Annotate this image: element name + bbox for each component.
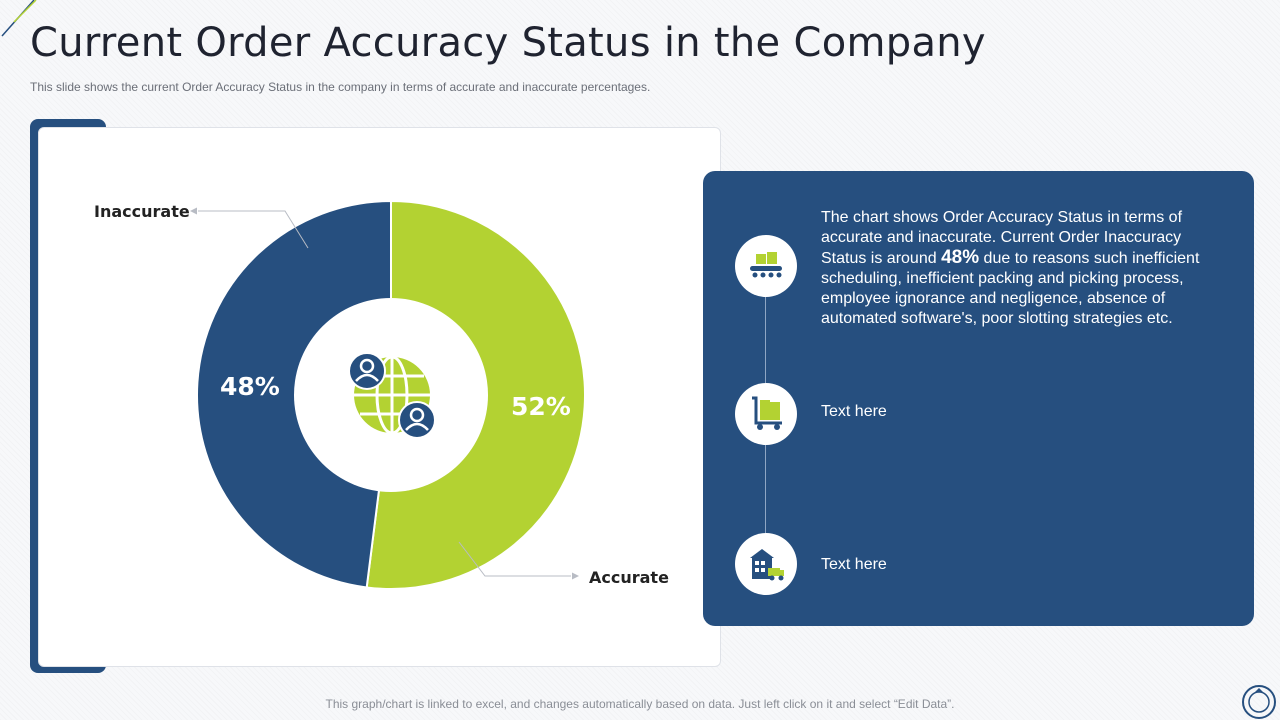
warehouse-truck-icon: [735, 533, 797, 595]
accurate-leader-line: [458, 541, 579, 580]
refresh-badge-icon: [1242, 685, 1276, 719]
info-item-1-text: The chart shows Order Accuracy Status in…: [821, 208, 1221, 329]
corner-accent-lines: [1, 0, 37, 37]
conveyor-boxes-icon: [735, 235, 797, 297]
info-item-1-text-before: The chart shows Order Accuracy Status in…: [821, 209, 1183, 267]
info-item-1-highlight: 48%: [941, 247, 980, 268]
cart-boxes-icon: [735, 383, 797, 445]
inaccurate-label: Inaccurate: [94, 202, 190, 221]
globe-users-icon: [348, 352, 436, 439]
accurate-label: Accurate: [589, 568, 669, 587]
footer-note: This graph/chart is linked to excel, and…: [325, 697, 955, 711]
info-panel: [703, 171, 1254, 626]
inaccurate-leader-line: [190, 207, 309, 249]
info-item-2-text: Text here: [821, 403, 887, 420]
info-item-3-text: Text here: [821, 556, 887, 573]
inaccurate-value-label: 48%: [220, 372, 280, 401]
info-item-1-text-after: due to reasons such inefficient scheduli…: [821, 250, 1200, 327]
page-title: Current Order Accuracy Status in the Com…: [30, 20, 986, 66]
accurate-value-label: 52%: [511, 392, 571, 421]
donut-chart[interactable]: [38, 127, 719, 665]
page-subtitle: This slide shows the current Order Accur…: [30, 80, 651, 94]
